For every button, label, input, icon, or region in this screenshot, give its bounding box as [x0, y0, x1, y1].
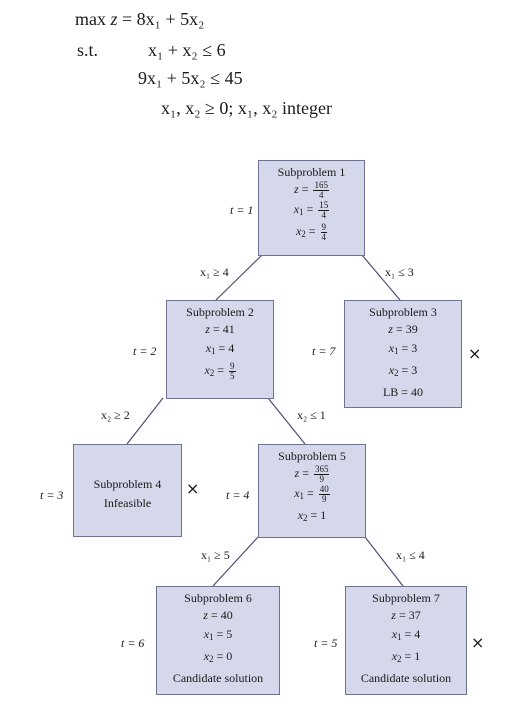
subproblem-7-z: z = 37	[391, 608, 421, 622]
subproblem-5-x2: x2 = 1	[297, 507, 327, 523]
st-label: s.t.	[77, 40, 99, 60]
subproblem-7-pruned-mark: ×	[471, 633, 485, 652]
edge-sp1-sp2	[215, 254, 263, 301]
edge-sp1-sp3	[361, 254, 401, 301]
subproblem-2-z-value: 41	[222, 322, 235, 336]
subproblem-4-title: Subproblem 4	[93, 477, 162, 491]
subproblem-5-title: Subproblem 5	[278, 449, 346, 463]
subproblem-5-node: Subproblem 5 z = 365 9 x1 = 40 9 x2 = 1	[258, 444, 366, 538]
subproblem-1-x1-value: 15 4	[318, 199, 330, 220]
subproblem-7-x1: x1 = 4	[391, 627, 421, 642]
subproblem-2-x1: x1 = 4	[205, 341, 235, 356]
subproblem-3-x1: x1 = 3	[388, 341, 418, 356]
subproblem-2-title: Subproblem 2	[186, 305, 254, 319]
subproblem-3-title: Subproblem 3	[369, 305, 437, 319]
subproblem-6-x1-value: 5	[226, 627, 233, 641]
subproblem-6-t-label: t = 6	[121, 636, 145, 650]
edge-label-sp2-sp5: x₂ ≤ 1	[297, 408, 326, 422]
subproblem-6-status: Candidate solution	[172, 671, 264, 685]
edge-label-sp1-sp3: x₁ ≤ 3	[385, 265, 414, 279]
subproblem-3-x2-value: 3	[411, 363, 418, 377]
subproblem-1-x1: x1 = 15 4	[293, 199, 330, 220]
constraint-3: x₁, x₂ ≥ 0; x₁, x₂ integer	[161, 98, 332, 118]
subproblem-3-pruned-mark: ×	[468, 344, 482, 363]
subproblem-5-x1-value: 40 9	[318, 483, 330, 504]
subproblem-4-status: Infeasible	[103, 496, 152, 510]
subproblem-5-t-label: t = 4	[226, 488, 250, 502]
subproblem-5-z: z = 365 9	[294, 463, 330, 484]
objective-var: z	[110, 9, 118, 29]
subproblem-1-z-value: 165 4	[313, 179, 329, 200]
constraint-2: 9x₁ + 5x₂ ≤ 45	[138, 68, 243, 88]
subproblem-3-z-value: 39	[405, 322, 418, 336]
subproblem-4-pruned-mark: ×	[186, 479, 200, 498]
subproblem-3-lb: LB = 40	[382, 385, 424, 399]
subproblem-7-t-label: t = 5	[314, 636, 338, 650]
subproblem-1-t-label: t = 1	[230, 203, 254, 217]
objective-prefix: max	[75, 9, 106, 29]
subproblem-4-t-label: t = 3	[40, 488, 64, 502]
subproblem-7-z-value: 37	[408, 608, 421, 622]
edge-sp2-sp4	[126, 397, 164, 445]
objective-rhs: = 8x₁ + 5x₂	[122, 9, 205, 29]
subproblem-3-z: z = 39	[388, 322, 418, 336]
edge-sp2-sp5	[267, 397, 306, 445]
subproblem-7-x2: x2 = 1	[391, 649, 421, 664]
subproblem-5-x2-value: 1	[320, 507, 327, 522]
constraint-1: x₁ + x₂ ≤ 6	[148, 40, 226, 60]
subproblem-5-z-value: 365 9	[313, 463, 330, 484]
objective-line: max z = 8x₁ + 5x₂	[75, 9, 204, 30]
subproblem-2-z: z = 41	[205, 322, 235, 336]
subproblem-4-node: Subproblem 4 Infeasible	[73, 444, 182, 537]
subproblem-7-node: Subproblem 7 z = 37 x1 = 4 x2 = 1 Candid…	[345, 586, 467, 695]
subproblem-6-x2-value: 0	[226, 649, 233, 663]
subproblem-6-node: Subproblem 6 z = 40 x1 = 5 x2 = 0 Candid…	[156, 586, 280, 695]
subproblem-3-x1-value: 3	[411, 341, 418, 355]
edge-sp5-sp7	[364, 536, 404, 587]
subproblem-7-status: Candidate solution	[360, 671, 452, 685]
subproblem-6-x2: x2 = 0	[203, 649, 233, 664]
edge-label-sp1-sp2: x₁ ≥ 4	[200, 265, 229, 279]
subproblem-7-x2-value: 1	[414, 649, 421, 663]
subproblem-6-title: Subproblem 6	[184, 591, 252, 605]
subproblem-6-z: z = 40	[203, 608, 233, 622]
subproblem-2-x1-value: 4	[228, 341, 235, 355]
edge-label-sp5-sp6: x₁ ≥ 5	[201, 548, 230, 562]
subproblem-5-x1: x1 = 40 9	[294, 483, 330, 504]
subproblem-1-title: Subproblem 1	[277, 165, 346, 179]
subproblem-7-title: Subproblem 7	[372, 591, 440, 605]
subproblem-3-x2: x2 = 3	[388, 363, 418, 378]
edge-label-sp5-sp7: x₁ ≤ 4	[396, 548, 425, 562]
edge-sp5-sp6	[212, 536, 259, 587]
subproblem-6-x1: x1 = 5	[203, 627, 233, 642]
subproblem-3-t-label: t = 7	[312, 344, 336, 358]
subproblem-3-node: Subproblem 3 z = 39 x1 = 3 x2 = 3 LB = 4…	[344, 300, 462, 408]
edge-label-sp2-sp4: x₂ ≥ 2	[101, 408, 130, 422]
subproblem-1-z: z = 165 4	[294, 179, 329, 200]
subproblem-2-t-label: t = 2	[133, 344, 157, 358]
subproblem-7-x1-value: 4	[414, 627, 421, 641]
subproblem-6-z-value: 40	[220, 608, 233, 622]
